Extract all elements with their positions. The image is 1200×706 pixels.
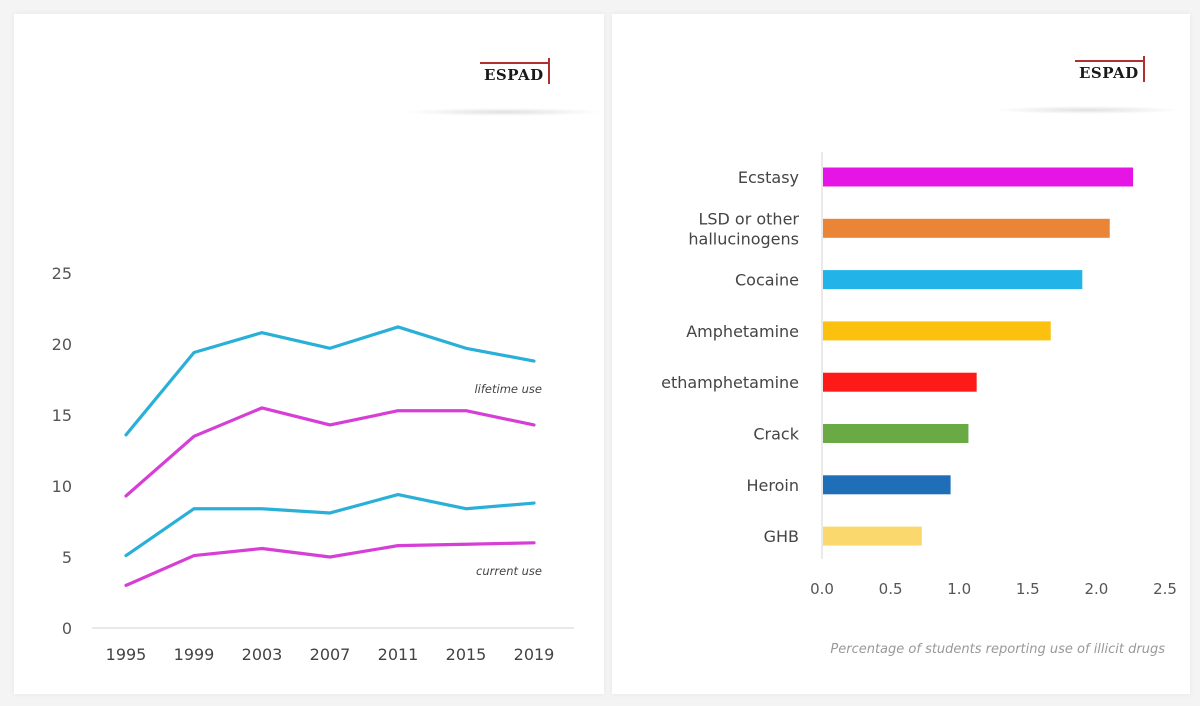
category-label: Amphetamine bbox=[686, 322, 799, 341]
y-tick-label: 25 bbox=[52, 264, 72, 283]
espad-logo: ESPAD bbox=[480, 58, 550, 84]
bar-5 bbox=[823, 424, 969, 443]
annotation-lifetime-use: lifetime use bbox=[474, 382, 542, 396]
series-line-2 bbox=[124, 406, 536, 498]
logo-shadow bbox=[992, 106, 1182, 114]
bar-0 bbox=[823, 167, 1134, 187]
x-tick-label: 0.5 bbox=[879, 580, 903, 598]
y-tick-label: 10 bbox=[52, 477, 72, 496]
right-chart-panel: ESPAD Ecstasy LSD or other hallucinogens Co… bbox=[612, 14, 1190, 694]
y-tick-label: 0 bbox=[62, 619, 72, 638]
bar-7 bbox=[823, 526, 922, 546]
series-line-3 bbox=[124, 492, 536, 558]
left-chart-panel: ESPAD 0 5 10 15 20 25 1995 1999 2003 2007 2011 2015… bbox=[14, 14, 604, 694]
category-label: ethamphetamine bbox=[661, 373, 799, 392]
espad-logo: ESPAD bbox=[1075, 56, 1145, 82]
logo-shadow bbox=[404, 108, 604, 116]
y-tick-label: 20 bbox=[52, 335, 72, 354]
category-label: Cocaine bbox=[735, 271, 799, 290]
category-label: Crack bbox=[753, 425, 799, 444]
x-tick-label: 1.5 bbox=[1016, 580, 1040, 598]
series-line-4 bbox=[124, 541, 536, 587]
logo-text: ESPAD bbox=[484, 66, 544, 84]
x-tick-label: 1999 bbox=[174, 645, 215, 664]
logo-text: ESPAD bbox=[1079, 64, 1139, 82]
line-chart: 0 5 10 15 20 25 1995 1999 2003 2007 2011 2015 2019 li… bbox=[52, 264, 574, 664]
series-line-1 bbox=[124, 325, 536, 437]
x-axis-caption: Percentage of students reporting use of … bbox=[830, 642, 1165, 657]
category-label: Ecstasy bbox=[738, 168, 799, 187]
x-tick-label: 2015 bbox=[446, 645, 487, 664]
category-label: GHB bbox=[764, 527, 799, 546]
y-tick-label: 5 bbox=[62, 548, 72, 567]
bar-4 bbox=[823, 372, 977, 392]
category-label: Heroin bbox=[747, 476, 799, 495]
bar-2 bbox=[823, 270, 1083, 290]
x-tick-label: 2019 bbox=[514, 645, 555, 664]
x-tick-label: 1.0 bbox=[947, 580, 971, 598]
x-tick-label: 1995 bbox=[106, 645, 147, 664]
category-label: hallucinogens bbox=[688, 229, 799, 248]
x-tick-label: 2.5 bbox=[1153, 580, 1177, 598]
bar-3 bbox=[823, 321, 1051, 341]
x-tick-label: 2007 bbox=[310, 645, 351, 664]
bar-6 bbox=[823, 475, 951, 495]
x-tick-label: 2.0 bbox=[1084, 580, 1108, 598]
y-tick-label: 15 bbox=[52, 406, 72, 425]
x-tick-label: 2011 bbox=[378, 645, 419, 664]
annotation-current-use: current use bbox=[476, 564, 542, 578]
x-tick-label: 0.0 bbox=[810, 580, 834, 598]
category-label: LSD or other bbox=[698, 209, 799, 228]
bar-1 bbox=[823, 218, 1110, 238]
x-tick-label: 2003 bbox=[242, 645, 283, 664]
